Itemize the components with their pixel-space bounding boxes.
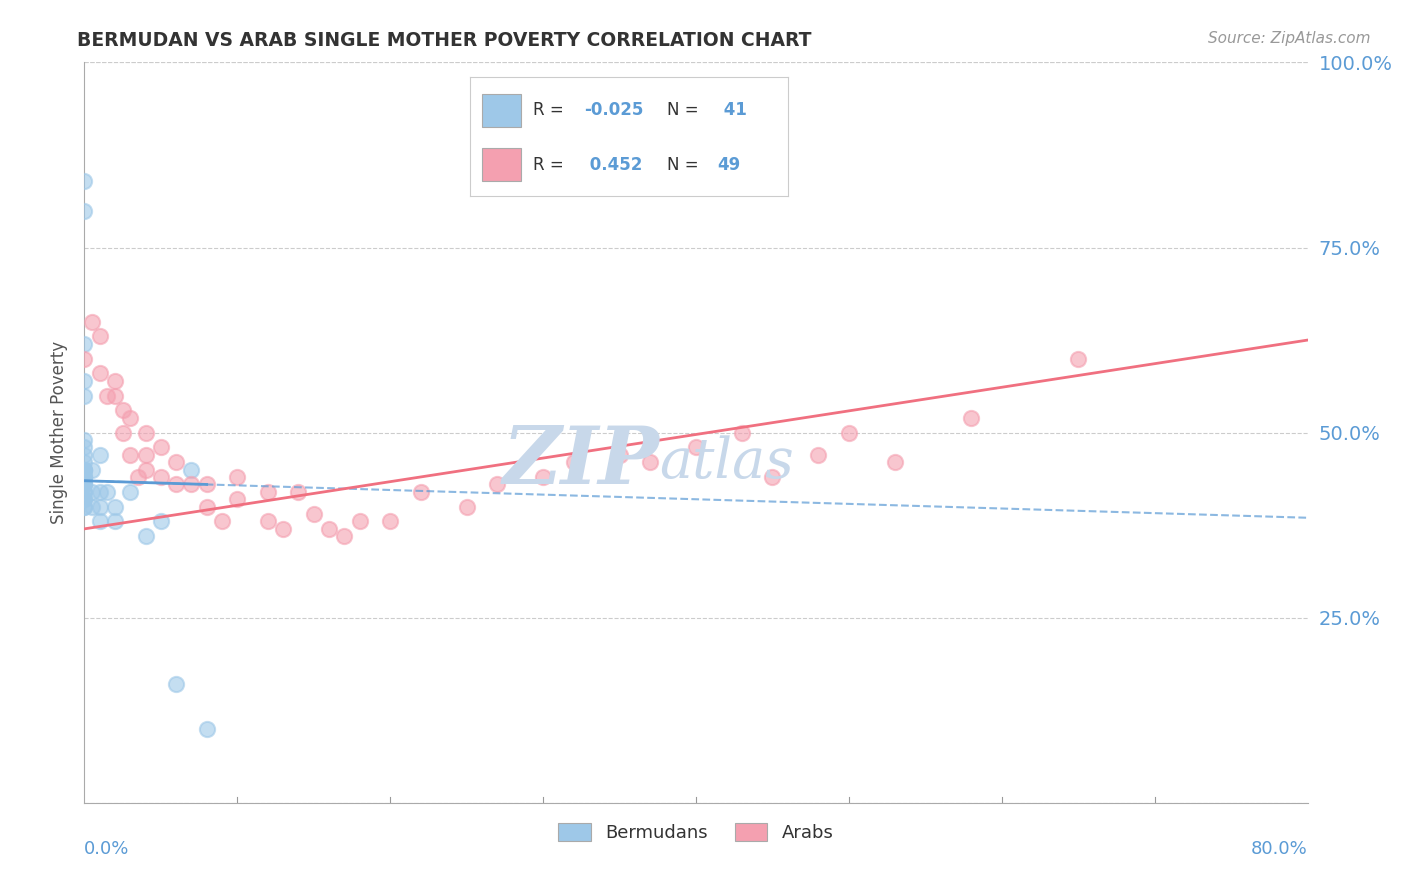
Point xyxy=(120,410,142,425)
Point xyxy=(89,367,111,381)
Point xyxy=(80,500,103,514)
Point xyxy=(120,484,142,499)
Point xyxy=(73,336,96,351)
Point xyxy=(127,470,149,484)
Point xyxy=(73,462,96,476)
Point xyxy=(73,455,96,469)
Point xyxy=(318,522,340,536)
Text: 0.0%: 0.0% xyxy=(84,840,129,858)
Point xyxy=(73,470,96,484)
Point xyxy=(89,484,111,499)
Point xyxy=(271,522,294,536)
Point xyxy=(960,410,983,425)
Point xyxy=(89,500,111,514)
Point xyxy=(73,484,96,499)
Point xyxy=(257,484,280,499)
Point xyxy=(287,484,309,499)
Point xyxy=(135,448,157,462)
Point xyxy=(73,477,96,491)
Point xyxy=(149,470,172,484)
Point xyxy=(226,492,249,507)
Text: 80.0%: 80.0% xyxy=(1251,840,1308,858)
Point xyxy=(180,462,202,476)
Point xyxy=(73,477,96,491)
Point xyxy=(807,448,830,462)
Point xyxy=(73,462,96,476)
Point xyxy=(120,448,142,462)
Point xyxy=(195,722,218,736)
Point xyxy=(73,492,96,507)
Point xyxy=(89,515,111,529)
Point xyxy=(96,484,118,499)
Point xyxy=(104,374,127,388)
Point xyxy=(456,500,478,514)
Point xyxy=(89,448,111,462)
Point xyxy=(73,477,96,491)
Legend: Bermudans, Arabs: Bermudans, Arabs xyxy=(551,815,841,849)
Point xyxy=(685,441,707,455)
Point xyxy=(562,455,585,469)
Point xyxy=(609,448,631,462)
Point xyxy=(380,515,402,529)
Point xyxy=(73,470,96,484)
Point xyxy=(111,403,134,417)
Point xyxy=(731,425,754,440)
Point xyxy=(883,455,905,469)
Point xyxy=(211,515,233,529)
Point xyxy=(149,515,172,529)
Point xyxy=(135,425,157,440)
Point xyxy=(73,500,96,514)
Point xyxy=(409,484,432,499)
Point xyxy=(73,470,96,484)
Point xyxy=(80,484,103,499)
Point xyxy=(73,462,96,476)
Point xyxy=(165,477,187,491)
Text: BERMUDAN VS ARAB SINGLE MOTHER POVERTY CORRELATION CHART: BERMUDAN VS ARAB SINGLE MOTHER POVERTY C… xyxy=(77,31,811,50)
Point xyxy=(104,500,127,514)
Point xyxy=(302,507,325,521)
Point xyxy=(165,455,187,469)
Point xyxy=(135,529,157,543)
Point xyxy=(73,433,96,447)
Point xyxy=(149,441,172,455)
Point xyxy=(96,388,118,402)
Point xyxy=(180,477,202,491)
Point xyxy=(104,388,127,402)
Point xyxy=(1067,351,1090,366)
Point xyxy=(73,203,96,218)
Point xyxy=(73,174,96,188)
Point xyxy=(73,462,96,476)
Point xyxy=(73,492,96,507)
Point xyxy=(165,677,187,691)
Point xyxy=(638,455,661,469)
Point xyxy=(89,329,111,343)
Point xyxy=(226,470,249,484)
Y-axis label: Single Mother Poverty: Single Mother Poverty xyxy=(49,341,67,524)
Point xyxy=(135,462,157,476)
Point xyxy=(838,425,860,440)
Point xyxy=(111,425,134,440)
Point xyxy=(73,374,96,388)
Point xyxy=(761,470,783,484)
Text: Source: ZipAtlas.com: Source: ZipAtlas.com xyxy=(1208,31,1371,46)
Point xyxy=(104,515,127,529)
Point xyxy=(73,448,96,462)
Point xyxy=(73,441,96,455)
Text: ZIP: ZIP xyxy=(502,424,659,501)
Point xyxy=(73,388,96,402)
Point xyxy=(73,484,96,499)
Text: atlas: atlas xyxy=(659,435,794,490)
Point xyxy=(349,515,371,529)
Point xyxy=(486,477,509,491)
Point xyxy=(195,477,218,491)
Point xyxy=(80,462,103,476)
Point xyxy=(73,351,96,366)
Point xyxy=(257,515,280,529)
Point xyxy=(531,470,554,484)
Point xyxy=(333,529,356,543)
Point xyxy=(195,500,218,514)
Point xyxy=(80,314,103,328)
Point xyxy=(73,500,96,514)
